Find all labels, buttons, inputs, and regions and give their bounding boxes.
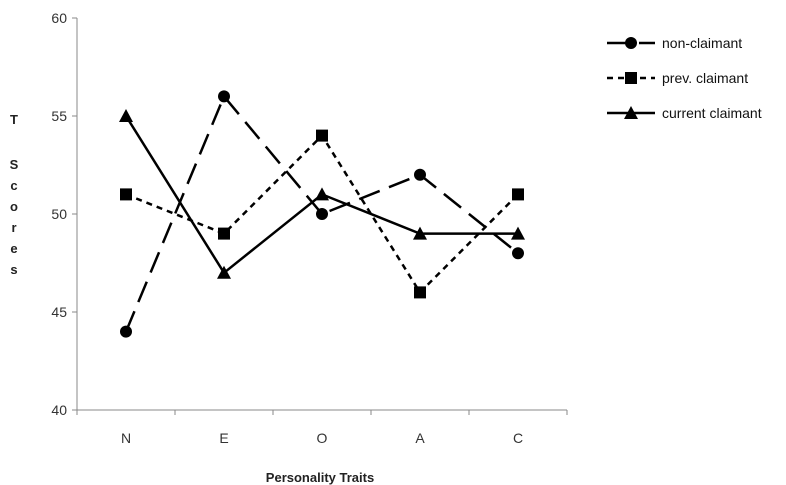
data-point-triangle [217,265,231,279]
y-axis-title-letter: o [10,199,18,214]
y-tick-label: 50 [51,206,67,222]
data-point-circle [512,247,524,260]
data-point-circle [625,37,637,49]
x-tick-label: E [219,430,228,446]
data-point-circle [120,325,132,338]
y-axis-title-letter: c [10,178,17,193]
x-tick-label: O [317,430,328,446]
y-tick-label: 40 [51,402,67,418]
data-point-triangle [119,109,133,122]
y-tick-label: 60 [51,10,67,26]
x-tick-label: N [121,430,131,446]
y-axis-ticks: 40 45 50 55 60 [51,10,77,418]
y-axis-title-letter: S [10,157,19,172]
y-axis-title-letter: T [10,112,18,127]
data-point-square [625,72,637,84]
data-point-circle [414,168,426,181]
legend-label: prev. claimant [662,70,748,86]
legend-entry: non-claimant [607,35,742,51]
legend-label: current claimant [662,105,762,121]
data-point-square [414,286,426,299]
y-axis-title-letter: s [10,262,17,277]
y-axis-title-letter: e [10,241,17,256]
series-layer [119,90,525,338]
y-tick-label: 45 [51,304,67,320]
x-tick-label: C [513,430,523,446]
data-point-square [316,129,328,142]
series-non-claimant [120,90,524,338]
data-point-triangle [624,106,638,119]
data-point-square [218,227,230,240]
x-tick-label: A [415,430,425,446]
data-point-triangle [413,226,427,240]
data-point-square [120,188,132,201]
y-tick-label: 55 [51,108,67,124]
data-point-circle [218,90,230,103]
legend-label: non-claimant [662,35,742,51]
data-point-triangle [315,187,329,201]
legend-entry: prev. claimant [607,70,748,86]
legend: non-claimant prev. claimant current claima… [607,35,762,121]
data-point-circle [316,208,328,220]
series-line [124,94,519,333]
y-axis-title-letter: r [11,220,16,235]
data-point-triangle [511,226,525,240]
data-point-square [512,188,524,201]
x-axis-title: Personality Traits [266,470,374,485]
series-current-claimant [119,109,525,279]
legend-entry: current claimant [607,105,762,121]
